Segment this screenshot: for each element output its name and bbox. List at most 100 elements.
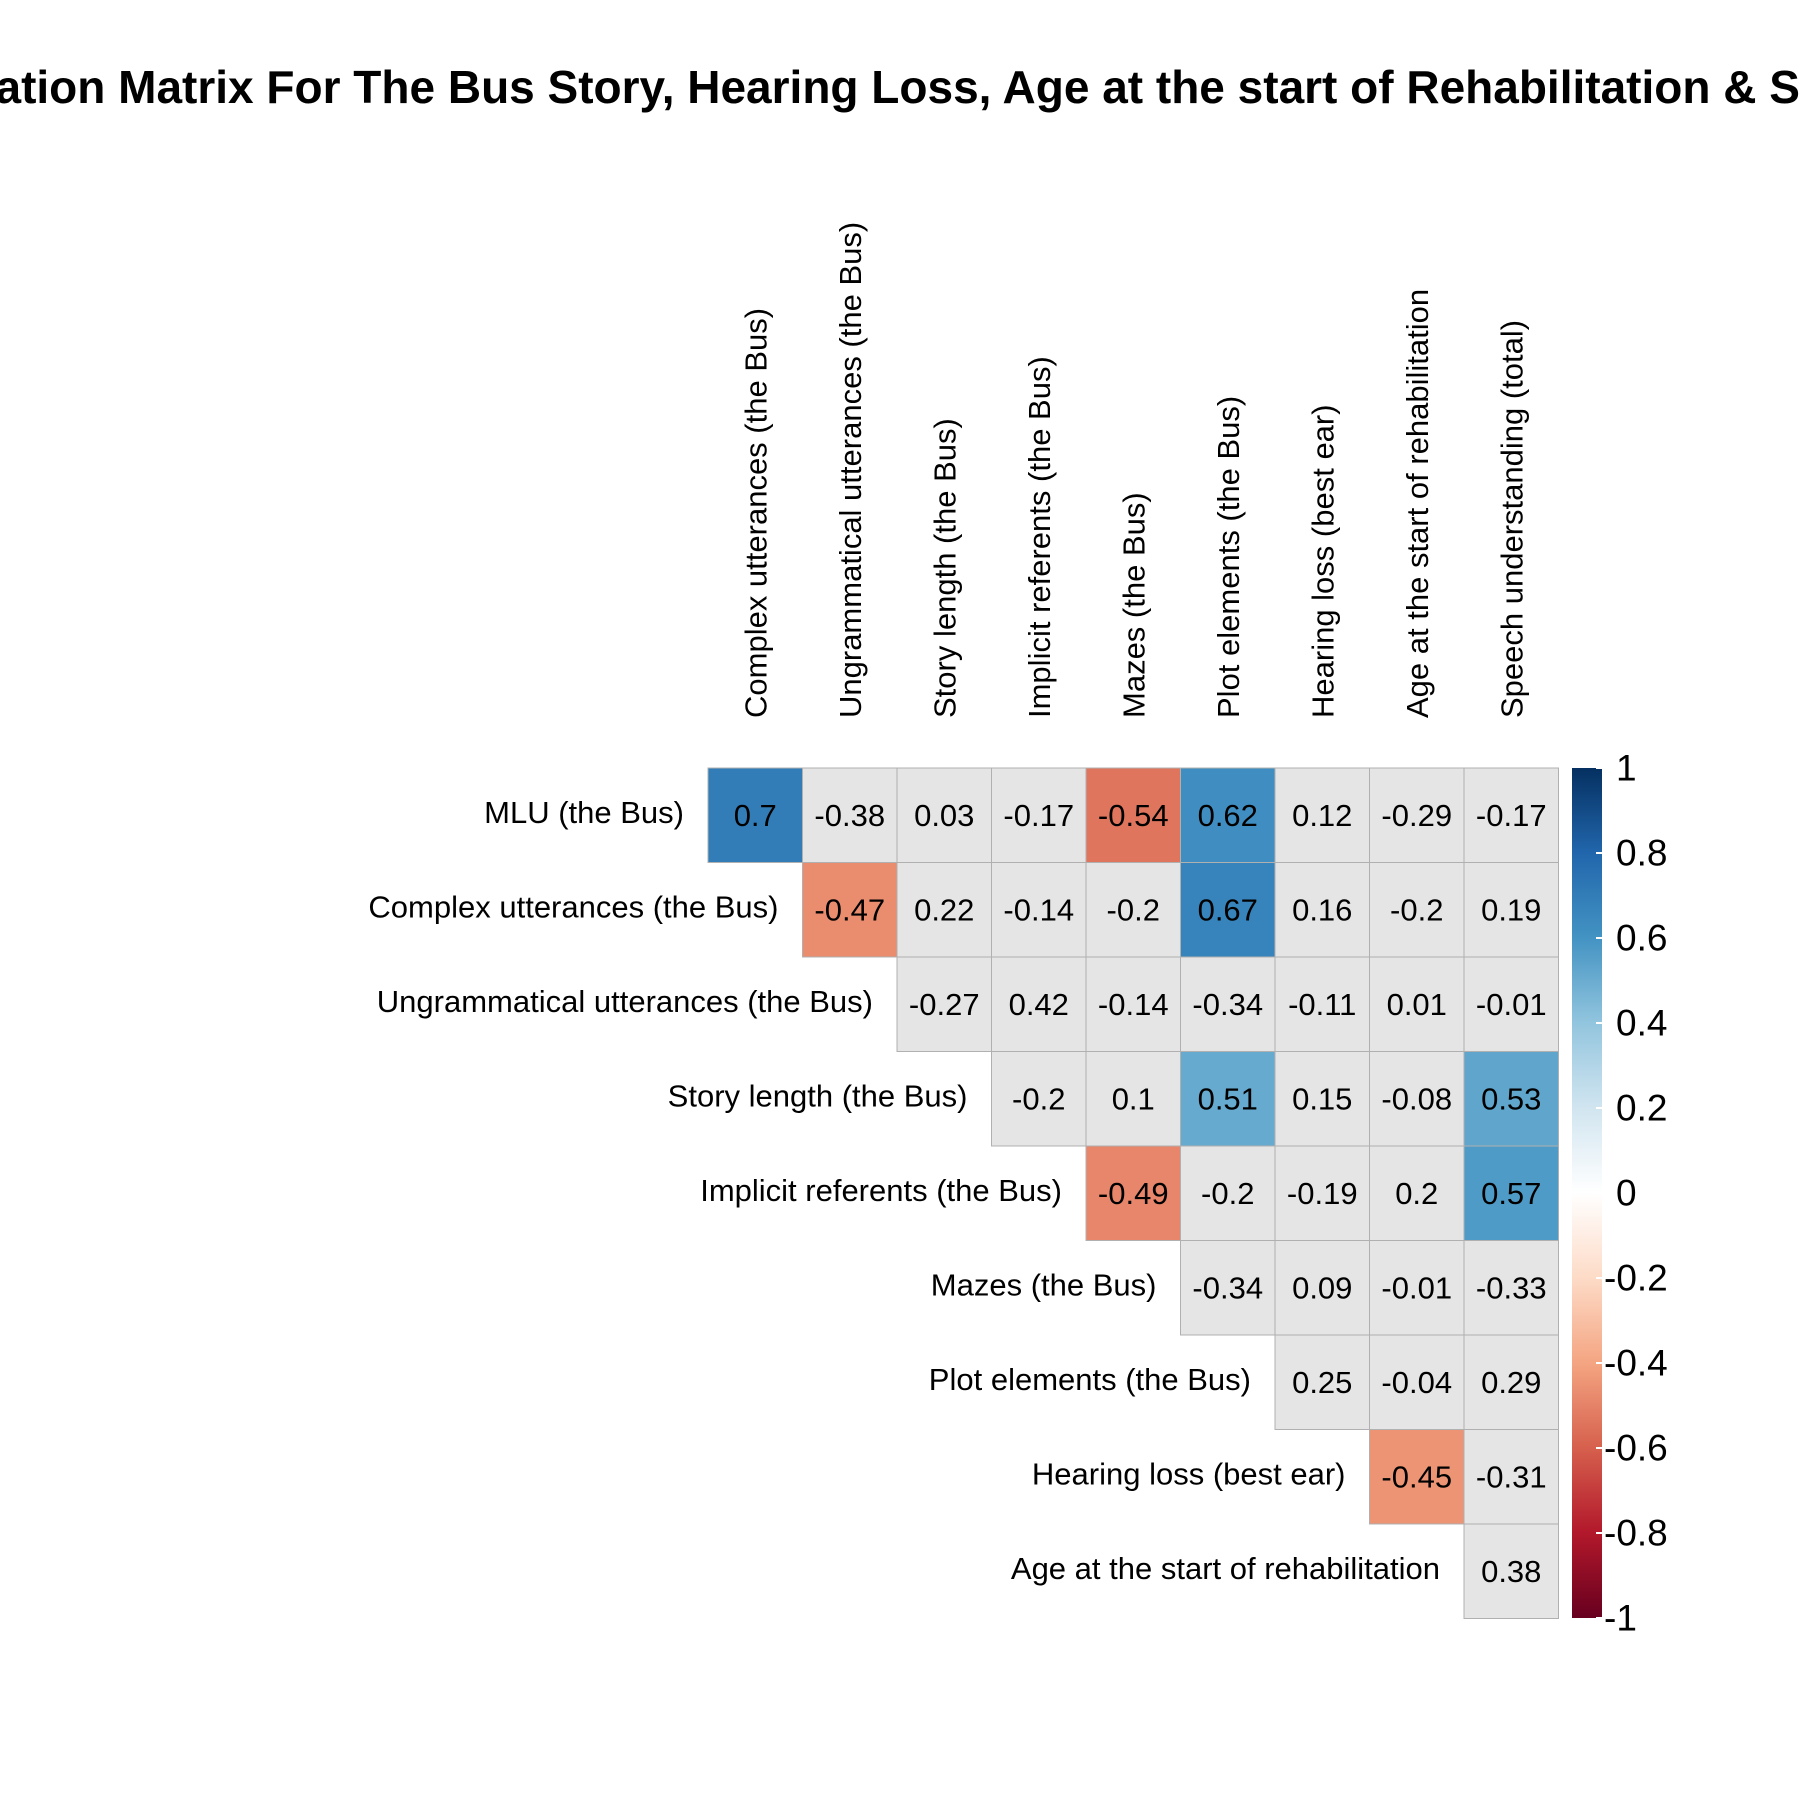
heatmap-cell	[991, 1051, 1087, 1147]
cell-value: -0.38	[814, 798, 885, 833]
row-label: MLU (the Bus)	[484, 795, 684, 830]
legend-tick-label: 0	[1616, 1173, 1637, 1214]
chart-title: Correlation Matrix For The Bus Story, He…	[0, 61, 1800, 113]
heatmap-cell	[1463, 1429, 1559, 1525]
heatmap-cell	[1180, 862, 1276, 958]
cell-value: -0.17	[1003, 798, 1074, 833]
cell-value: -0.2	[1107, 892, 1160, 927]
cell-value: 0.25	[1292, 1365, 1352, 1400]
cell-value: 0.1	[1112, 1081, 1155, 1116]
heatmap-cell	[1369, 767, 1465, 863]
cell-value: -0.34	[1192, 1270, 1263, 1305]
heatmap-cell	[1369, 1145, 1465, 1241]
row-label: Complex utterances (the Bus)	[368, 889, 778, 924]
legend-tick-label: -0.2	[1604, 1258, 1668, 1299]
cell-value: -0.14	[1098, 987, 1169, 1022]
cell-value: -0.29	[1381, 798, 1452, 833]
column-label: Mazes (the Bus)	[1116, 492, 1151, 718]
legend-tick-label: 1	[1616, 748, 1637, 789]
cell-value: 0.51	[1198, 1081, 1258, 1116]
heatmap-cell	[1463, 767, 1559, 863]
heatmap-cell	[991, 767, 1087, 863]
column-label: Hearing loss (best ear)	[1305, 404, 1340, 718]
column-label: Age at the start of rehabilitation	[1400, 289, 1435, 718]
cell-value: -0.27	[909, 987, 980, 1022]
cell-value: -0.04	[1381, 1365, 1452, 1400]
cell-value: -0.54	[1098, 798, 1169, 833]
row-label: Plot elements (the Bus)	[929, 1362, 1251, 1397]
cell-value: -0.31	[1476, 1459, 1547, 1494]
heatmap-cell	[896, 767, 992, 863]
heatmap-cell	[1274, 1240, 1370, 1336]
cell-value: 0.7	[734, 798, 777, 833]
chart-title-group: Correlation Matrix For The Bus Story, He…	[0, 61, 1800, 113]
heatmap-cell	[1369, 1240, 1465, 1336]
heatmap-cell	[1180, 1051, 1276, 1147]
cell-value: 0.67	[1198, 892, 1258, 927]
column-label: Plot elements (the Bus)	[1211, 396, 1246, 718]
column-label: Complex utterances (the Bus)	[738, 308, 773, 718]
cell-value: -0.49	[1098, 1176, 1169, 1211]
cell-value: -0.17	[1476, 798, 1547, 833]
cell-value: 0.62	[1198, 798, 1258, 833]
heatmap-cell	[1369, 862, 1465, 958]
cell-value: -0.45	[1381, 1459, 1452, 1494]
cell-value: 0.12	[1292, 798, 1352, 833]
heatmap-cell	[896, 862, 992, 958]
cell-value: 0.01	[1387, 987, 1447, 1022]
cell-value: -0.34	[1192, 987, 1263, 1022]
heatmap-cell	[1180, 767, 1276, 863]
cell-value: -0.08	[1381, 1081, 1452, 1116]
heatmap-cells: 0.7 -0.38 0.03 -0.17 -0.54 0.62 0.12 -0.29 -0.17…	[707, 767, 1559, 1619]
column-labels: Complex utterances (the Bus) Ungrammatica…	[738, 222, 1529, 718]
heatmap-cell	[1085, 1145, 1181, 1241]
heatmap-cell	[1085, 956, 1181, 1052]
cell-value: -0.2	[1390, 892, 1443, 927]
heatmap-cell	[1463, 1145, 1559, 1241]
cell-value: -0.14	[1003, 892, 1074, 927]
heatmap-cell	[1274, 1145, 1370, 1241]
legend-tick-label: -0.4	[1604, 1343, 1668, 1384]
cell-value: 0.15	[1292, 1081, 1352, 1116]
cell-value: -0.47	[814, 892, 885, 927]
heatmap-cell	[1463, 1523, 1559, 1619]
heatmap-cell	[1369, 1429, 1465, 1525]
heatmap-cell	[1369, 1334, 1465, 1430]
legend-tick-label: -1	[1604, 1598, 1637, 1639]
cell-value: 0.22	[914, 892, 974, 927]
cell-value: -0.01	[1381, 1270, 1452, 1305]
cell-value: -0.19	[1287, 1176, 1358, 1211]
row-labels: MLU (the Bus) Complex utterances (the Bus…	[368, 795, 1440, 1586]
cell-value: -0.11	[1288, 987, 1356, 1022]
legend-tick-label: -0.6	[1604, 1428, 1668, 1469]
cell-value: 0.2	[1395, 1176, 1438, 1211]
cell-value: 0.09	[1292, 1270, 1352, 1305]
heatmap-cell	[1369, 1051, 1465, 1147]
column-label: Implicit referents (the Bus)	[1022, 356, 1057, 718]
row-label: Hearing loss (best ear)	[1032, 1456, 1346, 1491]
legend-tick-label: 0.8	[1616, 833, 1667, 874]
legend-tick-label: 0.6	[1616, 918, 1667, 959]
heatmap-cell	[1085, 767, 1181, 863]
cell-value: 0.29	[1481, 1365, 1541, 1400]
cell-value: 0.16	[1292, 892, 1352, 927]
heatmap-cell	[1180, 1240, 1276, 1336]
legend-tick-label: 0.2	[1616, 1088, 1667, 1129]
heatmap-cell	[1180, 1145, 1276, 1241]
heatmap-cell	[1463, 1334, 1559, 1430]
heatmap-cell	[896, 956, 992, 1052]
column-label: Ungrammatical utterances (the Bus)	[833, 222, 868, 718]
cell-value: -0.2	[1201, 1176, 1254, 1211]
heatmap-cell	[1274, 956, 1370, 1052]
cell-value: 0.38	[1481, 1554, 1541, 1589]
row-label: Story length (the Bus)	[668, 1078, 968, 1113]
color-legend: 1 0.8 0.6 0.4 0.2 0 -0.2 -0.4 -0.6 -0.8 -1	[1572, 748, 1668, 1639]
heatmap-cell	[1463, 956, 1559, 1052]
cell-value: -0.01	[1476, 987, 1547, 1022]
cell-value: 0.03	[914, 798, 974, 833]
cell-value: 0.42	[1009, 987, 1069, 1022]
heatmap-cell	[802, 862, 898, 958]
row-label: Mazes (the Bus)	[931, 1267, 1157, 1302]
row-label: Age at the start of rehabilitation	[1011, 1551, 1440, 1586]
